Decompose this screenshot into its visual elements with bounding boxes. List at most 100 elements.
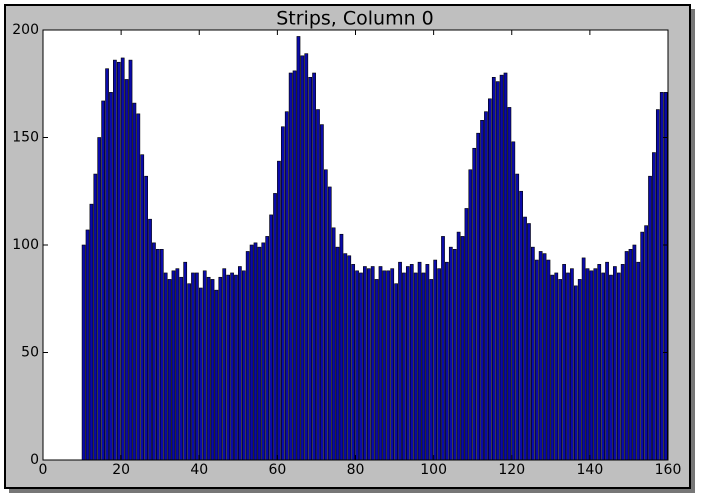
bar: [648, 175, 652, 461]
bar: [593, 268, 598, 461]
bar: [222, 268, 227, 461]
bar: [85, 229, 90, 461]
x-tick-label: 140: [577, 462, 604, 478]
bar: [195, 272, 199, 461]
bar: [413, 272, 418, 461]
bar: [167, 279, 172, 461]
bar: [109, 92, 113, 461]
bar: [659, 92, 664, 461]
bar: [245, 251, 250, 461]
bar: [292, 70, 297, 461]
bar: [445, 261, 449, 461]
bar: [261, 242, 266, 461]
bar: [534, 259, 539, 461]
bar: [327, 186, 332, 461]
bar: [124, 79, 129, 461]
bar: [249, 244, 254, 461]
x-tick-label: 160: [655, 462, 682, 478]
bar: [230, 272, 234, 461]
bar: [581, 257, 586, 461]
bar: [511, 141, 516, 461]
bar: [113, 59, 117, 461]
bar: [280, 126, 285, 461]
bar: [300, 55, 305, 461]
bar: [495, 81, 500, 461]
bar: [538, 251, 543, 461]
bar: [503, 72, 508, 461]
bar: [226, 274, 231, 461]
bar: [132, 102, 137, 461]
bar: [546, 259, 551, 461]
bar: [269, 214, 273, 461]
bar: [448, 246, 453, 461]
bar: [585, 268, 590, 461]
bar: [370, 266, 375, 461]
bar: [191, 272, 195, 461]
bar: [312, 72, 316, 461]
bar: [202, 270, 207, 461]
bar: [347, 255, 352, 461]
bar: [323, 169, 328, 461]
bar: [570, 268, 574, 461]
bar: [636, 261, 641, 461]
bar: [241, 270, 246, 461]
bar: [601, 272, 606, 461]
bar: [148, 218, 152, 461]
bar: [425, 264, 430, 461]
bar: [429, 279, 434, 461]
x-tick-label: 100: [420, 462, 447, 478]
bar: [288, 72, 293, 461]
bar: [620, 264, 625, 461]
y-tick-label: 100: [12, 237, 39, 253]
bar: [640, 231, 645, 461]
x-tick-label: 20: [112, 462, 130, 478]
bar: [265, 236, 270, 461]
bar: [468, 169, 473, 461]
bar: [394, 283, 398, 461]
bar: [335, 246, 340, 461]
bar: [351, 264, 356, 461]
bar: [320, 124, 324, 461]
bar: [198, 287, 203, 461]
bar: [652, 152, 656, 461]
bar: [105, 68, 109, 461]
bar: [437, 268, 441, 461]
x-tick-label: 40: [190, 462, 208, 478]
x-tick-label: 120: [498, 462, 525, 478]
bar: [558, 279, 563, 461]
bar: [238, 266, 242, 461]
bar: [140, 154, 145, 461]
bar: [562, 264, 566, 461]
bar: [390, 268, 395, 461]
y-tick-label: 150: [12, 130, 39, 146]
bar: [359, 272, 363, 461]
bar: [144, 175, 148, 461]
bar: [308, 77, 313, 461]
bar: [277, 160, 281, 461]
bar: [499, 74, 504, 461]
bar: [405, 266, 410, 461]
bar: [382, 270, 387, 461]
bar: [398, 261, 402, 461]
bar: [339, 233, 344, 461]
bar: [296, 36, 301, 461]
bar: [421, 272, 426, 461]
bar: [163, 272, 168, 461]
bar: [159, 249, 164, 461]
y-tick-label: 200: [12, 22, 39, 38]
bar: [417, 261, 422, 461]
bar: [89, 203, 94, 461]
bar: [523, 216, 527, 461]
x-tick-label: 80: [347, 462, 365, 478]
bar: [616, 272, 621, 461]
bar: [605, 261, 609, 461]
bar: [343, 253, 348, 461]
bar: [304, 53, 309, 461]
bar: [573, 285, 578, 461]
bar: [566, 272, 570, 461]
bar: [214, 289, 219, 461]
bar: [378, 266, 383, 461]
bar: [409, 264, 414, 461]
bar: [355, 270, 359, 461]
